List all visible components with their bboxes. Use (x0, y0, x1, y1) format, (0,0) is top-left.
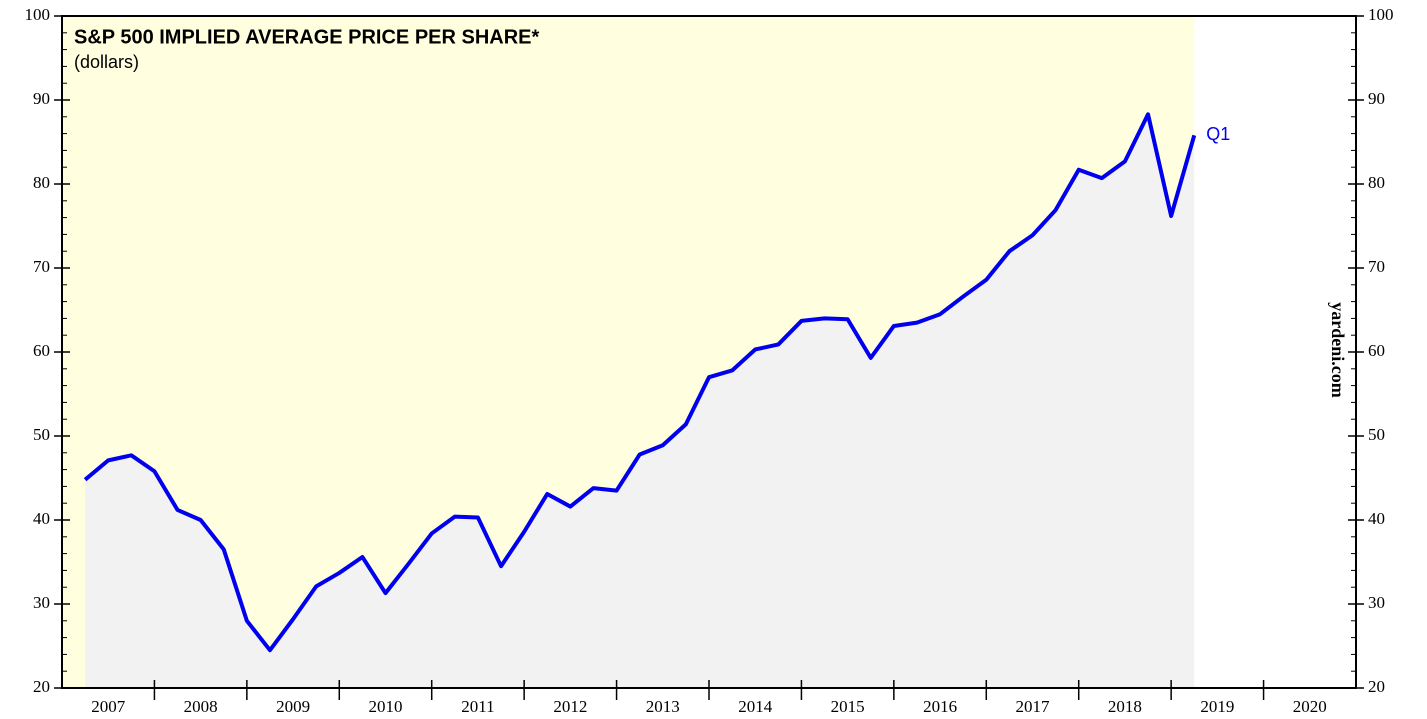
y2-tick-label: 80 (1368, 173, 1385, 192)
y2-tick-label: 90 (1368, 89, 1385, 108)
source-label: yardeni.com (1328, 302, 1348, 397)
area (85, 114, 1195, 688)
y-tick-label: 50 (33, 425, 50, 444)
x-tick-label: 2013 (646, 697, 680, 716)
x-tick-label: 2019 (1200, 697, 1234, 716)
chart-subtitle: (dollars) (74, 52, 139, 72)
line (83, 112, 1197, 653)
x-tick-label: 2014 (738, 697, 773, 716)
y-tick-label: 30 (33, 593, 50, 612)
y2-tick-label: 30 (1368, 593, 1385, 612)
y2-tick-label: 50 (1368, 425, 1385, 444)
y-tick-label: 90 (33, 89, 50, 108)
x-tick-label: 2009 (276, 697, 310, 716)
y-tick-label: 40 (33, 509, 50, 528)
y-tick-label: 60 (33, 341, 50, 360)
marks (83, 112, 1197, 688)
y-tick-label: 20 (33, 677, 50, 696)
x-tick-label: 2016 (923, 697, 957, 716)
x-tick-label: 2007 (91, 697, 126, 716)
y2-tick-label: 70 (1368, 257, 1385, 276)
y-tick-label: 80 (33, 173, 50, 192)
x-tick-label: 2015 (831, 697, 865, 716)
annotation: Q1 (1206, 124, 1230, 144)
x-tick-label: 2008 (184, 697, 218, 716)
x-tick-label: 2020 (1293, 697, 1327, 716)
y-tick-label: 70 (33, 257, 50, 276)
x-tick-label: 2011 (461, 697, 494, 716)
y2-tick-label: 40 (1368, 509, 1385, 528)
x-tick-label: 2012 (553, 697, 587, 716)
y2-tick-label: 100 (1368, 5, 1394, 24)
x-tick-label: 2010 (369, 697, 403, 716)
chart-title: S&P 500 IMPLIED AVERAGE PRICE PER SHARE* (74, 26, 540, 48)
axes: 20 30 40 50 60 70 80 90 100 20 30 40 50 60 70 80 90 100 20… (25, 5, 1394, 716)
x-tick-label: 2018 (1108, 697, 1142, 716)
y2-tick-label: 60 (1368, 341, 1385, 360)
x-tick-label: 2017 (1016, 697, 1051, 716)
y-tick-label: 100 (25, 5, 51, 24)
y2-tick-label: 20 (1368, 677, 1385, 696)
